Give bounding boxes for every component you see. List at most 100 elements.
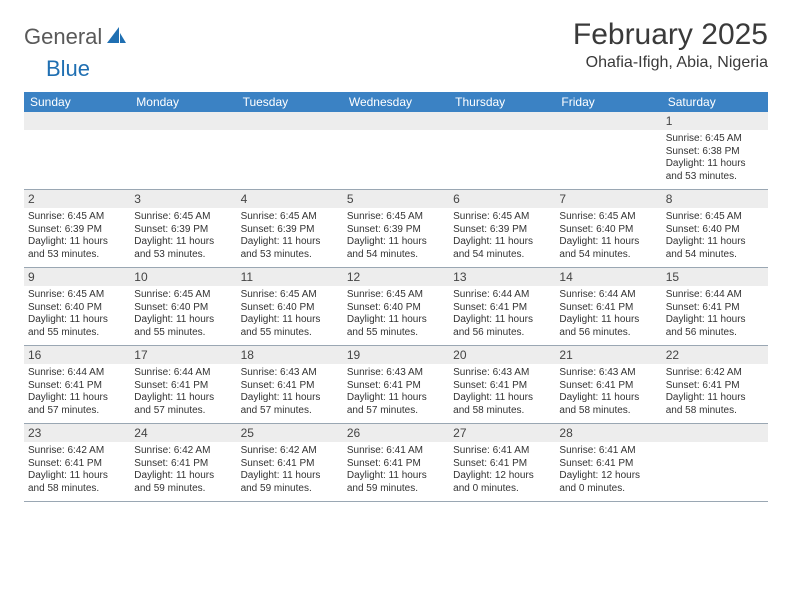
empty-day-bar: [343, 112, 449, 130]
daylight-line: Daylight: 11 hours and 59 minutes.: [134, 470, 232, 495]
day-cell: 5Sunrise: 6:45 AMSunset: 6:39 PMDaylight…: [343, 190, 449, 267]
sunrise-line: Sunrise: 6:44 AM: [28, 367, 126, 380]
empty-day-bar: [449, 112, 555, 130]
sunrise-line: Sunrise: 6:42 AM: [28, 445, 126, 458]
daylight-line: Daylight: 11 hours and 57 minutes.: [134, 392, 232, 417]
day-cell: 8Sunrise: 6:45 AMSunset: 6:40 PMDaylight…: [662, 190, 768, 267]
day-number: 22: [662, 346, 768, 364]
day-number: 8: [662, 190, 768, 208]
sunrise-line: Sunrise: 6:45 AM: [134, 289, 232, 302]
sunrise-line: Sunrise: 6:42 AM: [241, 445, 339, 458]
day-number: 16: [24, 346, 130, 364]
sunset-line: Sunset: 6:40 PM: [241, 302, 339, 315]
daylight-line: Daylight: 11 hours and 58 minutes.: [28, 470, 126, 495]
sunset-line: Sunset: 6:40 PM: [559, 224, 657, 237]
sunrise-line: Sunrise: 6:43 AM: [241, 367, 339, 380]
sunrise-line: Sunrise: 6:45 AM: [666, 211, 764, 224]
day-number: 25: [237, 424, 343, 442]
day-cell: 2 Sunrise: 6:45 AMSunset: 6:39 PMDaylight…: [24, 190, 130, 267]
day-cell: 21Sunrise: 6:43 AMSunset: 6:41 PMDayligh…: [555, 346, 661, 423]
sunrise-line: Sunrise: 6:45 AM: [28, 211, 126, 224]
daylight-line: Daylight: 11 hours and 55 minutes.: [241, 314, 339, 339]
week-row: 16Sunrise: 6:44 AMSunset: 6:41 PMDayligh…: [24, 346, 768, 424]
sunrise-line: Sunrise: 6:45 AM: [134, 211, 232, 224]
location-text: Ohafia-Ifigh, Abia, Nigeria: [573, 54, 768, 72]
day-number: 27: [449, 424, 555, 442]
day-number: 12: [343, 268, 449, 286]
sunset-line: Sunset: 6:41 PM: [28, 380, 126, 393]
sunrise-line: Sunrise: 6:43 AM: [347, 367, 445, 380]
day-cell: 20Sunrise: 6:43 AMSunset: 6:41 PMDayligh…: [449, 346, 555, 423]
sunrise-line: Sunrise: 6:42 AM: [666, 367, 764, 380]
day-number: 2: [24, 190, 130, 208]
sunset-line: Sunset: 6:39 PM: [28, 224, 126, 237]
empty-day-bar: [555, 112, 661, 130]
empty-day-bar: [237, 112, 343, 130]
day-number: 14: [555, 268, 661, 286]
day-cell: 26Sunrise: 6:41 AMSunset: 6:41 PMDayligh…: [343, 424, 449, 501]
day-number: 15: [662, 268, 768, 286]
daylight-line: Daylight: 11 hours and 56 minutes.: [666, 314, 764, 339]
daylight-line: Daylight: 11 hours and 59 minutes.: [347, 470, 445, 495]
day-cell: 7Sunrise: 6:45 AMSunset: 6:40 PMDaylight…: [555, 190, 661, 267]
sunset-line: Sunset: 6:41 PM: [347, 458, 445, 471]
day-number: 26: [343, 424, 449, 442]
day-cell: [237, 112, 343, 189]
daylight-line: Daylight: 11 hours and 54 minutes.: [666, 236, 764, 261]
sunset-line: Sunset: 6:40 PM: [347, 302, 445, 315]
logo-word-1: General: [24, 24, 102, 50]
day-cell: 16 Sunrise: 6:44 AMSunset: 6:41 PMDayligh…: [24, 346, 130, 423]
sunrise-line: Sunrise: 6:41 AM: [453, 445, 551, 458]
sunrise-line: Sunrise: 6:43 AM: [559, 367, 657, 380]
page-title: February 2025: [573, 18, 768, 52]
day-cell: 6Sunrise: 6:45 AMSunset: 6:39 PMDaylight…: [449, 190, 555, 267]
sunrise-line: Sunrise: 6:44 AM: [134, 367, 232, 380]
day-cell: [662, 424, 768, 501]
daylight-line: Daylight: 11 hours and 56 minutes.: [453, 314, 551, 339]
sunset-line: Sunset: 6:41 PM: [347, 380, 445, 393]
sunrise-line: Sunrise: 6:44 AM: [666, 289, 764, 302]
sunrise-line: Sunrise: 6:42 AM: [134, 445, 232, 458]
daylight-line: Daylight: 11 hours and 53 minutes.: [28, 236, 126, 261]
daylight-line: Daylight: 11 hours and 58 minutes.: [453, 392, 551, 417]
day-number: 3: [130, 190, 236, 208]
dow-friday: Friday: [555, 95, 661, 109]
sunset-line: Sunset: 6:41 PM: [666, 380, 764, 393]
week-row: 1Sunrise: 6:45 AMSunset: 6:38 PMDaylight…: [24, 112, 768, 190]
day-number: 1: [662, 112, 768, 130]
day-cell: 12Sunrise: 6:45 AMSunset: 6:40 PMDayligh…: [343, 268, 449, 345]
sunrise-line: Sunrise: 6:45 AM: [28, 289, 126, 302]
day-cell: [555, 112, 661, 189]
day-cell: 25Sunrise: 6:42 AMSunset: 6:41 PMDayligh…: [237, 424, 343, 501]
day-cell: 22Sunrise: 6:42 AMSunset: 6:41 PMDayligh…: [662, 346, 768, 423]
dow-monday: Monday: [130, 95, 236, 109]
dow-thursday: Thursday: [449, 95, 555, 109]
sunset-line: Sunset: 6:41 PM: [559, 380, 657, 393]
sunrise-line: Sunrise: 6:41 AM: [559, 445, 657, 458]
day-cell: 28Sunrise: 6:41 AMSunset: 6:41 PMDayligh…: [555, 424, 661, 501]
sunset-line: Sunset: 6:40 PM: [28, 302, 126, 315]
day-number: 13: [449, 268, 555, 286]
day-cell: [130, 112, 236, 189]
day-cell: [449, 112, 555, 189]
sunrise-line: Sunrise: 6:45 AM: [241, 211, 339, 224]
day-cell: 18Sunrise: 6:43 AMSunset: 6:41 PMDayligh…: [237, 346, 343, 423]
daylight-line: Daylight: 11 hours and 59 minutes.: [241, 470, 339, 495]
daylight-line: Daylight: 11 hours and 58 minutes.: [559, 392, 657, 417]
sunset-line: Sunset: 6:39 PM: [347, 224, 445, 237]
day-number: 9: [24, 268, 130, 286]
sunset-line: Sunset: 6:41 PM: [453, 302, 551, 315]
day-number: 18: [237, 346, 343, 364]
daylight-line: Daylight: 11 hours and 54 minutes.: [453, 236, 551, 261]
sunset-line: Sunset: 6:39 PM: [241, 224, 339, 237]
sunrise-line: Sunrise: 6:44 AM: [559, 289, 657, 302]
dow-wednesday: Wednesday: [343, 95, 449, 109]
day-number: 7: [555, 190, 661, 208]
sunset-line: Sunset: 6:41 PM: [453, 458, 551, 471]
daylight-line: Daylight: 11 hours and 57 minutes.: [241, 392, 339, 417]
daylight-line: Daylight: 11 hours and 57 minutes.: [347, 392, 445, 417]
daylight-line: Daylight: 11 hours and 56 minutes.: [559, 314, 657, 339]
logo-word-2: Blue: [46, 56, 90, 82]
day-cell: 23Sunrise: 6:42 AMSunset: 6:41 PMDayligh…: [24, 424, 130, 501]
daylight-line: Daylight: 11 hours and 57 minutes.: [28, 392, 126, 417]
